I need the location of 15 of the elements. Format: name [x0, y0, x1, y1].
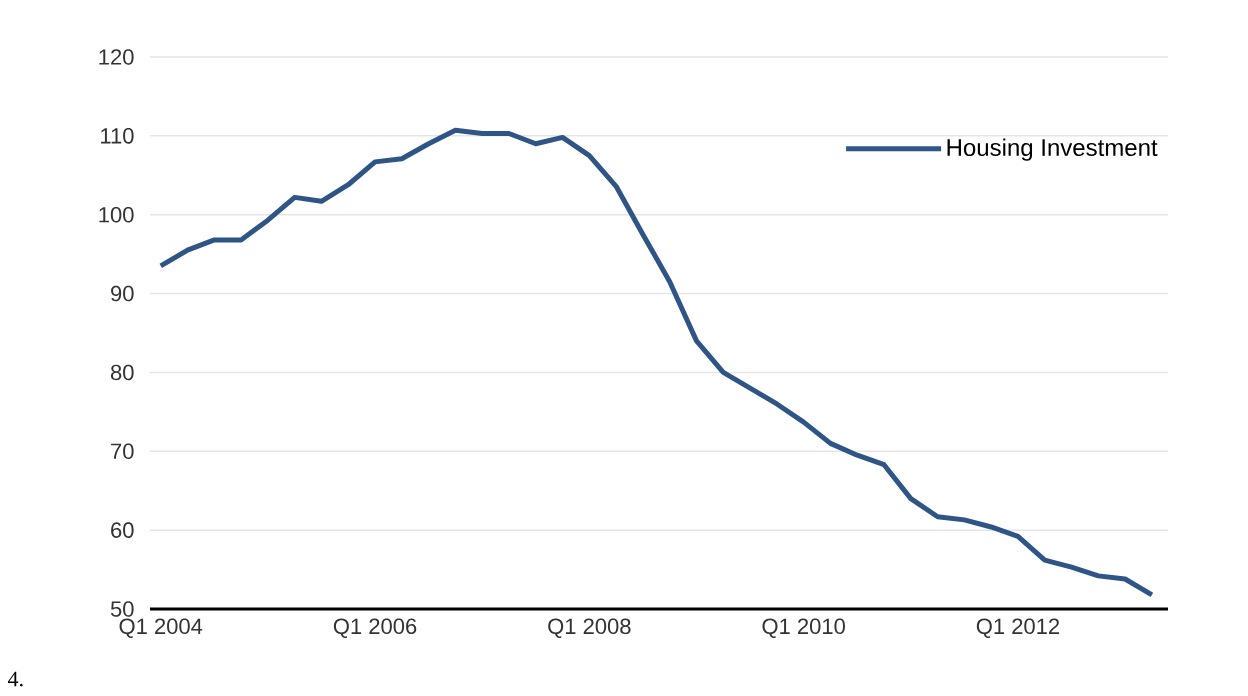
legend-label: Housing Investment [947, 138, 1158, 161]
y-tick-label: 70 [111, 443, 134, 460]
y-tick-label: 80 [110, 364, 134, 381]
y-tick-label: 50 [110, 601, 134, 617]
y-tick-label: 90 [111, 285, 134, 302]
text: 4. [7, 671, 23, 687]
x-tick-label: Q1 2010 [762, 618, 845, 639]
y-tick-label: 110 [101, 128, 134, 144]
x-tick-label: Q1 2006 [333, 618, 417, 639]
x-tick-label: Q1 2008 [548, 618, 631, 639]
y-tick-label: 120 [99, 49, 134, 65]
y-tick-label: 100 [99, 206, 134, 223]
x-tick-label: Q1 2004 [119, 618, 203, 639]
y-tick-label: 60 [111, 522, 134, 538]
x-tick-label: Q1 2012 [976, 618, 1060, 639]
